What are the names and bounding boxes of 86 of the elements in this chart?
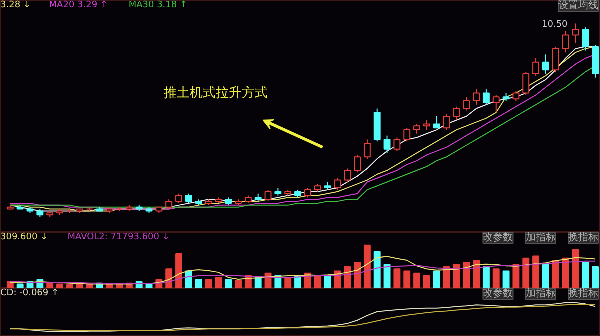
bar (394, 268, 401, 288)
bar (433, 270, 440, 288)
candlestick (492, 94, 500, 114)
text: CD: -0.069 ↑ (0, 288, 60, 298)
bar (314, 275, 322, 288)
candlestick (473, 88, 480, 106)
bar (344, 266, 352, 288)
bar (443, 266, 450, 288)
candlestick (185, 193, 192, 204)
candlestick (582, 27, 590, 52)
bar (374, 251, 381, 288)
annotation: 改参数 (483, 288, 514, 300)
text: 加指标 (526, 232, 556, 244)
candlestick (344, 168, 352, 183)
text: 设置均线 (558, 0, 599, 12)
candlestick (176, 193, 182, 204)
bar (522, 258, 530, 288)
annotation: 推土机式拉升方式 (164, 84, 268, 101)
bar (542, 264, 550, 288)
candlestick (334, 178, 342, 190)
bar (106, 284, 114, 288)
bar (6, 282, 14, 288)
bar (414, 272, 421, 288)
bar (235, 280, 242, 288)
bar (404, 270, 411, 288)
bar (512, 264, 520, 288)
candlestick (512, 90, 520, 102)
candlestick (404, 128, 411, 142)
bar (195, 279, 202, 288)
candlestick (384, 135, 391, 154)
candlestick (532, 58, 540, 76)
bar (66, 284, 74, 288)
candlestick (443, 114, 450, 131)
candlestick (433, 116, 440, 129)
bar (502, 270, 510, 288)
candlestick (542, 54, 550, 74)
bar (582, 262, 590, 288)
candlestick (522, 72, 530, 96)
bar (185, 270, 192, 288)
candlestick (166, 199, 173, 210)
bar (423, 275, 430, 288)
candlestick (482, 88, 490, 106)
candlestick (463, 96, 470, 112)
bar (176, 254, 182, 288)
bar (552, 260, 560, 288)
candlestick (572, 23, 580, 44)
bar (562, 258, 570, 288)
annotation: 换指标 (568, 288, 599, 300)
annotation: 加指标 (526, 288, 556, 300)
bar (284, 277, 292, 288)
bar (592, 266, 600, 288)
annotation: 10.50 (542, 20, 568, 30)
bar (473, 260, 480, 288)
bar (384, 264, 391, 288)
bar (215, 277, 222, 288)
text: MA30 3.18 ↑ (128, 0, 188, 10)
bar (482, 266, 490, 288)
candlestick (453, 106, 460, 121)
text: 换指标 (568, 232, 599, 244)
bar (56, 284, 64, 288)
bar (532, 256, 540, 288)
bar (225, 279, 232, 288)
candlestick (304, 188, 312, 198)
bar (354, 262, 361, 288)
bar (46, 282, 54, 288)
candlestick (552, 46, 560, 73)
candlestick (414, 124, 421, 134)
text: MA20 3.29 ↑ (49, 0, 108, 10)
bar (492, 268, 500, 288)
candlestick (264, 189, 272, 202)
text: MAVOL2: 71793.600 ↓ (68, 232, 170, 242)
bar (254, 277, 262, 288)
candlestick (423, 120, 430, 131)
candlestick (394, 137, 401, 152)
candlestick (364, 139, 371, 160)
text: 3.28 ↓ (0, 0, 31, 10)
bar (16, 284, 24, 288)
text: 309.600 ↓ (0, 232, 48, 242)
bar (364, 244, 371, 288)
text: 改参数 (483, 232, 514, 244)
bar (572, 249, 580, 288)
bar (205, 279, 212, 288)
bar (453, 264, 460, 288)
bar (463, 262, 470, 288)
candlestick (354, 154, 361, 174)
candlestick (562, 30, 570, 54)
